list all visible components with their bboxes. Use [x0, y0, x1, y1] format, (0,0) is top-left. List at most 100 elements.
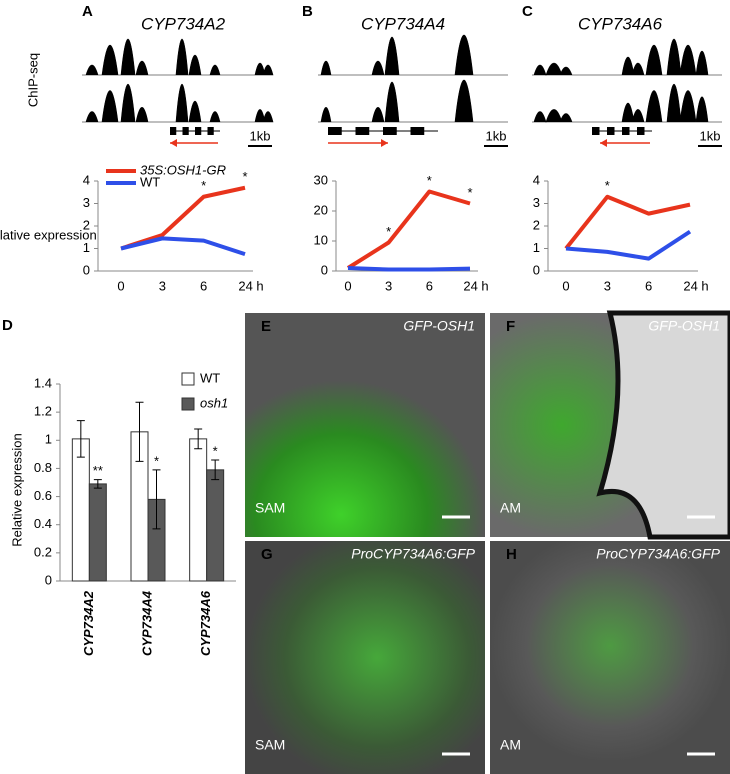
- y-tick-label: 2: [83, 217, 90, 232]
- y-tick-label: 2: [533, 217, 540, 232]
- image-label: GFP-OSH1: [403, 318, 475, 334]
- bar: [189, 438, 208, 582]
- y-tick-label: 1.4: [34, 375, 52, 390]
- legend-swatch: [181, 372, 195, 386]
- y-tick-label: 0.6: [34, 488, 52, 503]
- y-tick-label: 3: [533, 195, 540, 210]
- panel-label: E: [261, 318, 271, 335]
- image-label: ProCYP734A6:GFP: [596, 546, 720, 562]
- bar: [88, 483, 107, 582]
- panel-label: B: [302, 3, 313, 20]
- exon: [622, 127, 630, 135]
- significance: *: [154, 453, 159, 468]
- significance: *: [242, 169, 247, 184]
- micrograph: [490, 541, 730, 774]
- error-bar: [211, 459, 220, 481]
- significance: *: [605, 178, 610, 193]
- scale-bar-label: 1kb: [486, 128, 507, 143]
- legend-label: osh1: [200, 395, 228, 410]
- exon: [383, 127, 397, 135]
- image-label: GFP-OSH1: [648, 318, 720, 334]
- x-tick-label: 24 h: [683, 278, 708, 293]
- arrow-head: [381, 139, 388, 147]
- x-tick-label: 0: [344, 278, 351, 293]
- micrograph: [245, 541, 485, 774]
- line: [564, 194, 691, 250]
- image-region: SAM: [255, 500, 285, 516]
- significance: *: [427, 173, 432, 188]
- exon: [592, 127, 600, 135]
- x-tick-label: 3: [604, 278, 611, 293]
- y-tick-label: 0.4: [34, 516, 52, 531]
- image-region: AM: [500, 737, 521, 753]
- micrograph-region: [596, 310, 730, 540]
- legend-label: WT: [200, 370, 220, 385]
- y-tick-label: 1: [533, 240, 540, 255]
- x-tick-label: 6: [645, 278, 652, 293]
- chip-track: [318, 80, 508, 123]
- y-tick-label: 1: [83, 240, 90, 255]
- line: [120, 236, 246, 257]
- y-tick-label: 0: [321, 262, 328, 277]
- y-axis-label: Relative expression: [0, 227, 97, 242]
- y-tick-label: 0: [45, 572, 52, 587]
- exon: [328, 127, 342, 135]
- error-bar: [152, 469, 161, 530]
- y-tick-label: 1.2: [34, 404, 52, 419]
- legend-swatch: [181, 397, 195, 411]
- panel-label: C: [522, 3, 533, 20]
- error-bar: [76, 420, 85, 458]
- x-tick-label: 0: [562, 278, 569, 293]
- panel-label: G: [261, 546, 273, 563]
- exon: [182, 127, 189, 135]
- exon: [207, 127, 214, 135]
- x-tick-label: CYP734A4: [139, 590, 154, 656]
- exon: [355, 127, 370, 135]
- y-tick-label: 4: [83, 172, 90, 187]
- y-tick-label: 10: [314, 232, 328, 247]
- error-bar: [93, 479, 102, 489]
- exon: [195, 127, 202, 135]
- legend-label: 35S:OSH1-GR: [140, 162, 226, 177]
- exon: [170, 127, 177, 135]
- panel-label: F: [506, 318, 515, 335]
- exon: [410, 127, 425, 135]
- x-tick-label: CYP734A6: [198, 590, 213, 656]
- exon: [607, 127, 615, 135]
- arrow-head: [170, 139, 177, 147]
- error-bar: [135, 401, 144, 462]
- chip-track: [532, 38, 722, 76]
- error-bar: [194, 428, 203, 450]
- chart-title: CYP734A4: [361, 14, 445, 33]
- arrow-head: [600, 139, 607, 147]
- y-tick-label: 3: [83, 195, 90, 210]
- y-tick-label: 0: [533, 262, 540, 277]
- chip-track: [82, 38, 274, 76]
- legend-label: WT: [140, 174, 160, 189]
- panel-label: H: [506, 546, 517, 563]
- chip-track: [532, 84, 722, 124]
- exon: [637, 127, 645, 135]
- bar: [71, 438, 90, 582]
- y-tick-label: 0.8: [34, 460, 52, 475]
- significance: **: [93, 463, 103, 478]
- line: [346, 189, 471, 270]
- image-region: SAM: [255, 737, 285, 753]
- micrograph: [245, 313, 485, 537]
- significance: *: [213, 443, 218, 458]
- image-region: AM: [500, 500, 521, 516]
- y-tick-label: 1: [45, 432, 52, 447]
- image-label: ProCYP734A6:GFP: [351, 546, 475, 562]
- line: [347, 266, 471, 272]
- chart-title: CYP734A6: [578, 14, 663, 33]
- bar: [206, 469, 225, 582]
- x-tick-label: 3: [159, 278, 166, 293]
- x-tick-label: 24 h: [463, 278, 488, 293]
- scale-bar-label: 1kb: [700, 128, 721, 143]
- y-tick-label: 4: [533, 172, 540, 187]
- scale-bar-label: 1kb: [250, 128, 271, 143]
- chip-track: [318, 35, 508, 76]
- significance: *: [467, 185, 472, 200]
- chip-track: [82, 84, 274, 123]
